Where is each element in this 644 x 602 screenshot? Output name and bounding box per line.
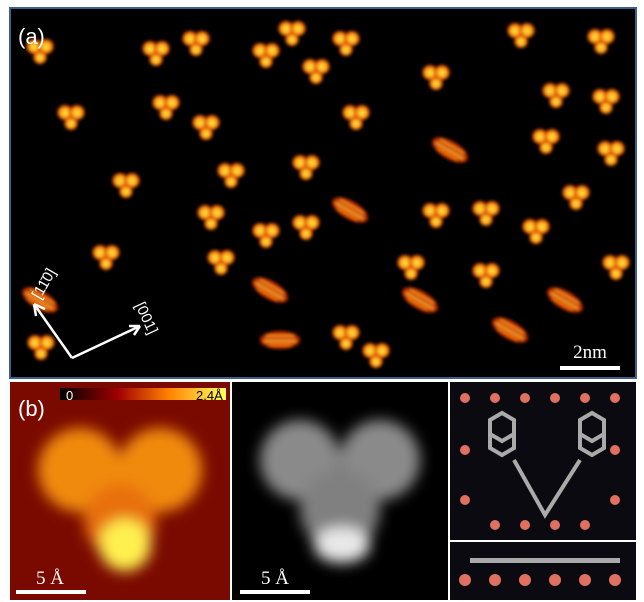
- model-side: [450, 542, 636, 600]
- panel-label: (a): [18, 24, 45, 49]
- scale-bar: [240, 590, 310, 594]
- page: (a) [11̄0] [001] 2nm 0 2.4Å (b) 5 Å 5 Å: [0, 0, 644, 602]
- panel-label: (b): [18, 396, 45, 421]
- scale-bar-label: 2nm: [573, 342, 607, 363]
- stripe: [260, 331, 300, 349]
- panel-a: (a) [11̄0] [001] 2nm: [10, 8, 636, 378]
- scale-bar: [16, 590, 86, 594]
- scale-bar: [560, 366, 620, 370]
- panel-b: 0 2.4Å (b) 5 Å 5 Å: [10, 382, 636, 600]
- figure: (a) [11̄0] [001] 2nm 0 2.4Å (b) 5 Å 5 Å: [0, 0, 644, 602]
- model-top: [450, 382, 636, 540]
- colorbar-max: 2.4Å: [196, 388, 223, 403]
- scale-bar-label: 5 Å: [261, 568, 289, 589]
- molecule-side: [470, 558, 620, 563]
- scale-bar-label: 5 Å: [36, 568, 64, 589]
- colorbar-min: 0: [66, 388, 73, 403]
